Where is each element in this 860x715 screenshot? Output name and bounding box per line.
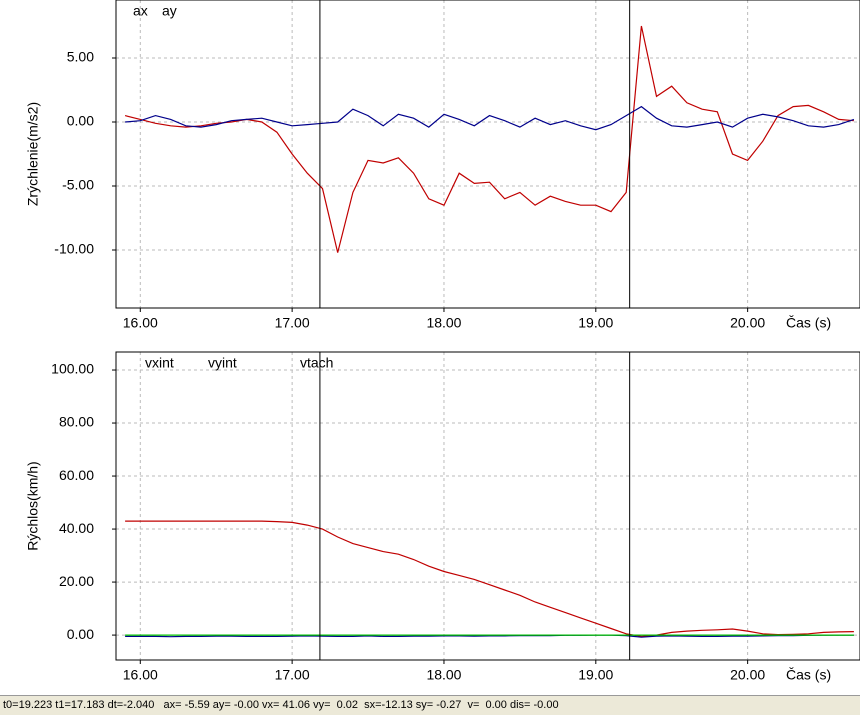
status-bar: t0=19.223 t1=17.183 dt=-2.040 ax= -5.59 … [0, 695, 860, 715]
x-axis-label: Čas (s) [786, 667, 831, 683]
legend-entry: vyint [208, 355, 237, 371]
plot-border [115, 351, 860, 661]
series-line [125, 105, 855, 131]
plot-area [116, 352, 860, 660]
x-tick-label: 20.00 [730, 315, 765, 331]
y-tick-label: -5.00 [62, 177, 94, 193]
x-tick-label: 19.00 [578, 315, 613, 331]
x-tick-label: 16.00 [123, 315, 158, 331]
legend-entry: ax [133, 3, 148, 19]
x-tick-label: 18.00 [426, 667, 461, 683]
y-tick-label: 5.00 [67, 49, 94, 65]
plot-border [115, 0, 860, 309]
y-tick-label: 100.00 [51, 361, 94, 377]
series-line [125, 520, 854, 638]
x-tick-label: 17.00 [275, 667, 310, 683]
y-tick-label: -10.00 [54, 241, 94, 257]
y-tick-label: 40.00 [59, 520, 94, 536]
legend-entry: ay [162, 3, 177, 19]
y-tick-label: 0.00 [67, 113, 94, 129]
series-line [125, 634, 854, 638]
x-tick-label: 19.00 [578, 667, 613, 683]
y-tick-label: 20.00 [59, 573, 94, 589]
legend-entry: vtach [300, 355, 333, 371]
y-tick-label: 0.00 [67, 626, 94, 642]
charts: 16.00 17.00 18.00 19.00 20.00 5.00 0.00 -5.00 -1… [25, 0, 860, 683]
x-axis-label: Čas (s) [786, 315, 831, 331]
y-axis-label: Zrýchlenie(m/s2) [25, 102, 41, 206]
y-axis-label: Rýchlos(km/h) [25, 461, 41, 550]
x-tick-label: 18.00 [426, 315, 461, 331]
legend-entry: vxint [145, 355, 174, 371]
plot-area [116, 0, 860, 308]
x-tick-label: 16.00 [123, 667, 158, 683]
y-tick-label: 60.00 [59, 467, 94, 483]
x-tick-label: 20.00 [730, 667, 765, 683]
x-tick-label: 17.00 [275, 315, 310, 331]
y-tick-label: 80.00 [59, 414, 94, 430]
